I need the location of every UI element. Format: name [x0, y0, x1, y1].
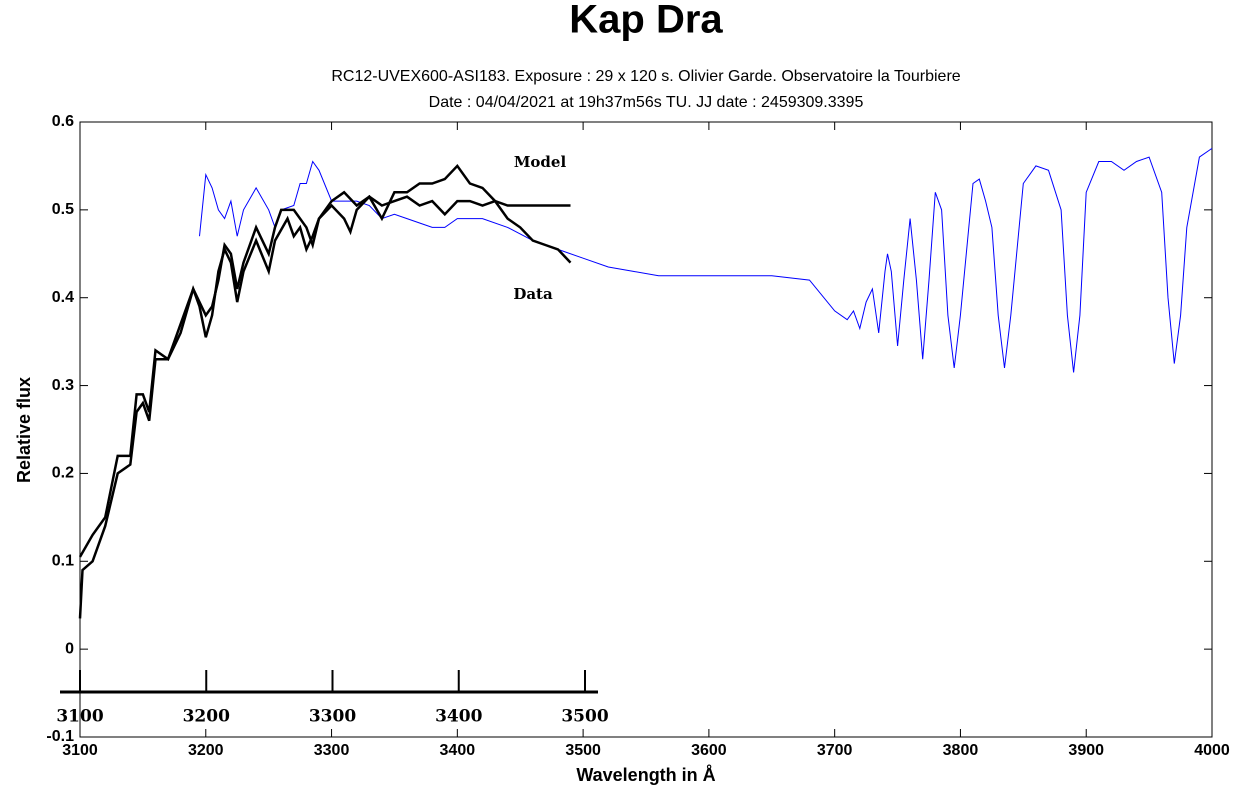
x-tick-label: 3600 — [691, 742, 727, 759]
x-axis-label: Wavelength in Å — [576, 765, 715, 785]
subtitle: Date : 04/04/2021 at 19h37m56s TU. JJ da… — [429, 94, 864, 111]
y-tick-label: 0.3 — [52, 377, 74, 394]
series-line — [78, 163, 572, 619]
x-tick-label: 3100 — [62, 742, 98, 759]
x-tick-label: 3700 — [817, 742, 853, 759]
series-line — [199, 147, 1213, 373]
x-tick-label: 3800 — [943, 742, 979, 759]
x-tick-label: 3400 — [440, 742, 476, 759]
inset-tick-label: 3400 — [435, 707, 482, 727]
y-tick-label: 0.4 — [52, 289, 74, 306]
x-tick-label: 3200 — [188, 742, 224, 759]
y-tick-label: 0.2 — [52, 465, 74, 482]
series-label: Data — [513, 285, 553, 303]
x-tick-label: 3300 — [314, 742, 350, 759]
series-line — [78, 195, 571, 558]
inset-tick-label: 3100 — [56, 707, 103, 727]
chart-title: Kap Dra — [569, 0, 723, 42]
x-tick-label: 3500 — [565, 742, 601, 759]
inset-tick-label: 3300 — [309, 707, 356, 727]
y-tick-label: 0 — [65, 640, 74, 657]
inset-tick-label: 3200 — [183, 707, 230, 727]
y-tick-label: -0.1 — [46, 728, 74, 745]
y-axis-label: Relative flux — [14, 377, 34, 483]
plot-frame — [79, 121, 1213, 738]
y-tick-label: 0.6 — [52, 113, 74, 130]
y-tick-label: 0.1 — [52, 553, 74, 570]
x-tick-label: 3900 — [1068, 742, 1104, 759]
x-tick-label: 4000 — [1194, 742, 1230, 759]
series-label: Model — [514, 153, 567, 171]
inset-tick-label: 3500 — [561, 707, 608, 727]
subtitle: RC12-UVEX600-ASI183. Exposure : 29 x 120… — [331, 68, 960, 85]
y-tick-label: 0.5 — [52, 201, 74, 218]
